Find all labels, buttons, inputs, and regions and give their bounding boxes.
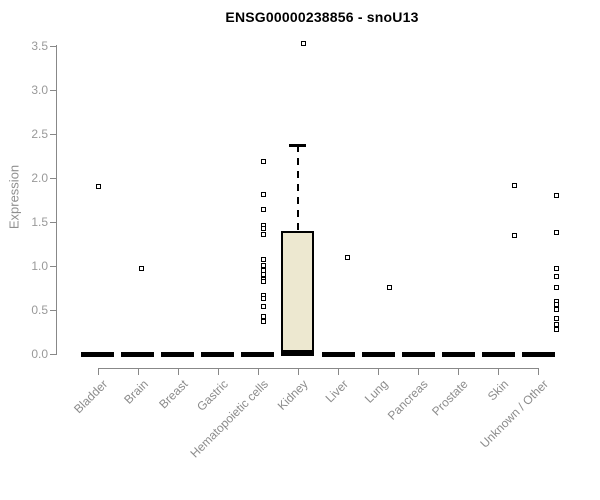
median-bar bbox=[81, 351, 115, 357]
y-tick-label: 2.0 bbox=[31, 170, 48, 185]
x-tick-mark bbox=[137, 369, 139, 375]
y-tick-label: 0.0 bbox=[31, 347, 48, 361]
median-bar bbox=[201, 351, 235, 357]
x-tick-mark bbox=[338, 369, 339, 375]
median-bar bbox=[161, 351, 195, 357]
median-bar bbox=[481, 351, 515, 357]
x-tick-label: Lung bbox=[362, 377, 391, 406]
x-tick-label: Hematopoietic cells bbox=[187, 377, 271, 461]
outlier-point bbox=[261, 318, 267, 324]
outlier-point bbox=[261, 159, 267, 165]
outlier-point bbox=[261, 206, 267, 212]
outlier-point bbox=[553, 266, 559, 271]
median-bar bbox=[241, 351, 275, 357]
median-bar bbox=[121, 351, 155, 357]
box-rect bbox=[281, 231, 315, 356]
median-bar bbox=[361, 351, 395, 357]
median-bar bbox=[321, 351, 355, 357]
median-bar bbox=[401, 351, 435, 357]
outlier-point bbox=[386, 285, 392, 291]
x-tick-mark bbox=[97, 369, 99, 375]
y-tick-mark bbox=[50, 177, 56, 179]
outlier-point bbox=[344, 254, 350, 260]
x-tick-label: Kidney bbox=[275, 377, 311, 413]
outlier-point bbox=[553, 192, 559, 198]
median-bar bbox=[281, 349, 315, 355]
outlier-point bbox=[553, 306, 559, 312]
outlier-point bbox=[511, 183, 517, 189]
x-tick-mark bbox=[538, 369, 540, 375]
outlier-point bbox=[261, 257, 267, 263]
x-tick-label: Prostate bbox=[429, 377, 472, 419]
x-tick-mark bbox=[498, 369, 500, 375]
y-tick-label: 1.0 bbox=[31, 258, 48, 273]
median-bar bbox=[441, 351, 475, 357]
outlier-point bbox=[553, 326, 559, 332]
whisker-line bbox=[296, 145, 299, 232]
outlier-point bbox=[553, 316, 559, 322]
x-tick-mark bbox=[257, 369, 259, 375]
outlier-point bbox=[261, 231, 267, 237]
y-tick-mark bbox=[50, 354, 56, 355]
whisker-cap bbox=[289, 144, 307, 148]
y-tick-label: 0.5 bbox=[31, 302, 48, 317]
x-tick-mark bbox=[177, 369, 179, 375]
outlier-point bbox=[261, 226, 267, 232]
y-tick-mark bbox=[50, 221, 56, 223]
x-tick-mark bbox=[418, 369, 420, 375]
chart-title: ENSG00000238856 - snoU13 bbox=[225, 9, 419, 25]
y-tick-mark bbox=[50, 265, 56, 267]
y-tick-mark bbox=[50, 89, 56, 91]
x-tick-label: Brain bbox=[120, 377, 151, 407]
y-tick-label: 1.5 bbox=[31, 214, 48, 229]
y-axis-line bbox=[56, 45, 57, 355]
outlier-point bbox=[261, 303, 267, 309]
outlier-point bbox=[301, 41, 307, 47]
outlier-point bbox=[96, 184, 102, 190]
x-tick-mark bbox=[217, 369, 219, 375]
x-tick-label: Gastric bbox=[193, 377, 231, 414]
y-tick-mark bbox=[50, 133, 56, 135]
x-tick-label: Skin bbox=[484, 377, 512, 404]
x-tick-mark bbox=[458, 369, 460, 375]
outlier-point bbox=[261, 191, 267, 197]
outlier-point bbox=[553, 285, 559, 291]
x-tick-label: Pancreas bbox=[385, 377, 432, 423]
y-tick-mark bbox=[50, 45, 56, 47]
outlier-point bbox=[261, 295, 267, 301]
outlier-point bbox=[139, 266, 145, 271]
outlier-point bbox=[261, 279, 267, 285]
x-tick-label: Breast bbox=[156, 377, 191, 412]
outlier-point bbox=[553, 273, 559, 279]
x-axis-line bbox=[97, 368, 540, 369]
outlier-point bbox=[553, 229, 559, 235]
x-tick-mark bbox=[297, 369, 299, 375]
y-tick-label: 3.0 bbox=[31, 82, 48, 97]
y-tick-label: 2.5 bbox=[31, 126, 48, 141]
median-bar bbox=[521, 351, 555, 357]
y-tick-mark bbox=[50, 309, 56, 311]
x-tick-mark bbox=[378, 369, 380, 375]
x-tick-label: Liver bbox=[322, 377, 351, 406]
outlier-point bbox=[553, 321, 559, 327]
y-tick-label: 3.5 bbox=[31, 38, 48, 53]
x-tick-label: Bladder bbox=[71, 377, 111, 417]
outlier-point bbox=[511, 232, 517, 238]
